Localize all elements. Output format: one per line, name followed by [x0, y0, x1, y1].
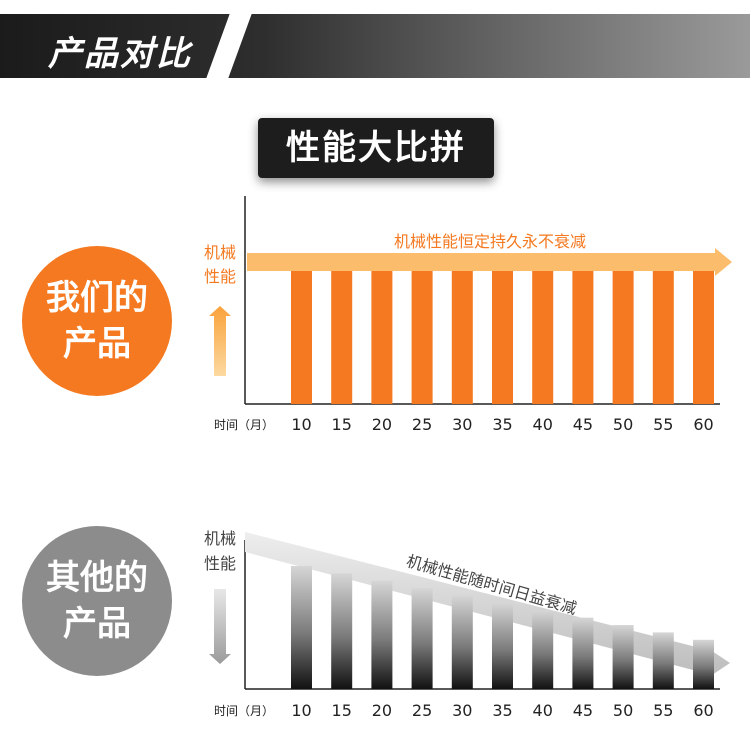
- chart-others-tick-label: 10: [291, 701, 311, 720]
- chart-others-down-arrow-icon: [209, 589, 231, 664]
- chart-others-tick-label: 60: [693, 701, 713, 720]
- chart-ours-bar: [331, 271, 353, 404]
- chart-ours-tick-label: 30: [452, 415, 472, 434]
- chart-ours-x-axis-label: 时间（月）: [214, 418, 274, 432]
- our-product-label-line1: 我们的: [46, 278, 148, 318]
- chart-ours-tick-label: 55: [653, 415, 673, 434]
- chart-others-bar: [572, 617, 594, 689]
- chart-ours-tick-label: 60: [693, 415, 713, 434]
- chart-ours-bar: [451, 271, 473, 404]
- chart-others-tick-label: 30: [452, 701, 472, 720]
- subtitle: 性能大比拼: [286, 128, 466, 168]
- chart-ours-tick-label: 50: [613, 415, 633, 434]
- chart-ours-tick-label: 35: [492, 415, 512, 434]
- chart-ours-bar: [411, 271, 433, 404]
- other-product-badge: 其他的 产品: [22, 526, 172, 676]
- chart-others-tick-label: 45: [573, 701, 593, 720]
- chart-ours-bar: [492, 271, 513, 404]
- our-product-badge: 我们的 产品: [22, 246, 172, 396]
- chart-others-bar: [612, 625, 634, 689]
- chart-others-tick-label: 50: [613, 701, 633, 720]
- chart-ours-tick-label: 25: [412, 415, 432, 434]
- chart-ours-tick-label: 40: [533, 415, 553, 434]
- our-product-label-line2: 产品: [63, 324, 131, 364]
- chart-ours-bar: [532, 271, 554, 404]
- chart-ours-tick-label: 45: [573, 415, 593, 434]
- chart-others-tick-label: 35: [492, 701, 512, 720]
- chart-ours-trend-arrow: [247, 248, 732, 276]
- page-title: 产品对比: [48, 34, 192, 74]
- chart-ours-bar: [693, 271, 714, 404]
- chart-ours-bar: [291, 271, 312, 404]
- chart-others-bar: [331, 573, 353, 689]
- chart-others-bar: [451, 595, 473, 689]
- chart-others-tick-label: 20: [372, 701, 392, 720]
- chart-ours-bar: [371, 271, 393, 404]
- chart-others-bar: [532, 610, 554, 689]
- chart-others-y-axis-label: 性能: [204, 554, 236, 573]
- chart-others-bar: [411, 588, 433, 689]
- chart-ours-trend-label: 机械性能恒定持久永不衰减: [394, 232, 586, 251]
- subtitle-box: [258, 118, 494, 178]
- chart-ours-tick-label: 20: [372, 415, 392, 434]
- chart-ours-tick-label: 15: [332, 415, 352, 434]
- chart-ours-bar: [612, 271, 634, 404]
- chart-others-tick-label: 40: [533, 701, 553, 720]
- chart-others-trend-arrow: [245, 532, 730, 675]
- chart-others-bar: [291, 566, 312, 689]
- chart-ours-bar: [652, 271, 674, 404]
- other-product-label-line2: 产品: [63, 604, 131, 644]
- other-product-label-line1: 其他的: [46, 558, 148, 598]
- chart-others-tick-label: 15: [332, 701, 352, 720]
- chart-others-bar: [371, 580, 393, 689]
- chart-others-tick-label: 25: [412, 701, 432, 720]
- chart-ours-y-axis-label: 机械: [204, 243, 236, 262]
- chart-others-tick-label: 55: [653, 701, 673, 720]
- chart-ours-y-axis-label: 性能: [204, 267, 236, 286]
- chart-others-bar: [652, 632, 674, 689]
- chart-ours-tick-label: 10: [291, 415, 311, 434]
- chart-others-bar: [492, 602, 513, 689]
- header-banner: [0, 14, 750, 78]
- chart-others-bar: [693, 639, 714, 689]
- chart-others-y-axis-label: 机械: [204, 529, 236, 548]
- chart-ours-bar: [572, 271, 594, 404]
- chart-ours-up-arrow-icon: [209, 306, 231, 376]
- chart-others-x-axis-label: 时间（月）: [214, 704, 274, 718]
